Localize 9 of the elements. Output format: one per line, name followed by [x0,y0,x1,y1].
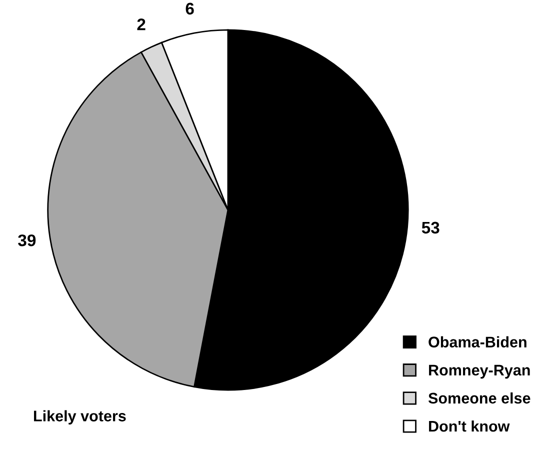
data-label: 2 [137,18,146,30]
legend-label: Obama-Biden [428,336,526,348]
data-label: 53 [422,222,440,234]
legend-label: Someone else [428,392,530,404]
text: Likely voters [34,410,126,424]
legend-label: Romney-Ryan [429,364,530,379]
legend-label: Don't know [429,420,510,432]
data-label: 6 [186,2,194,15]
data-label: 39 [18,234,36,246]
